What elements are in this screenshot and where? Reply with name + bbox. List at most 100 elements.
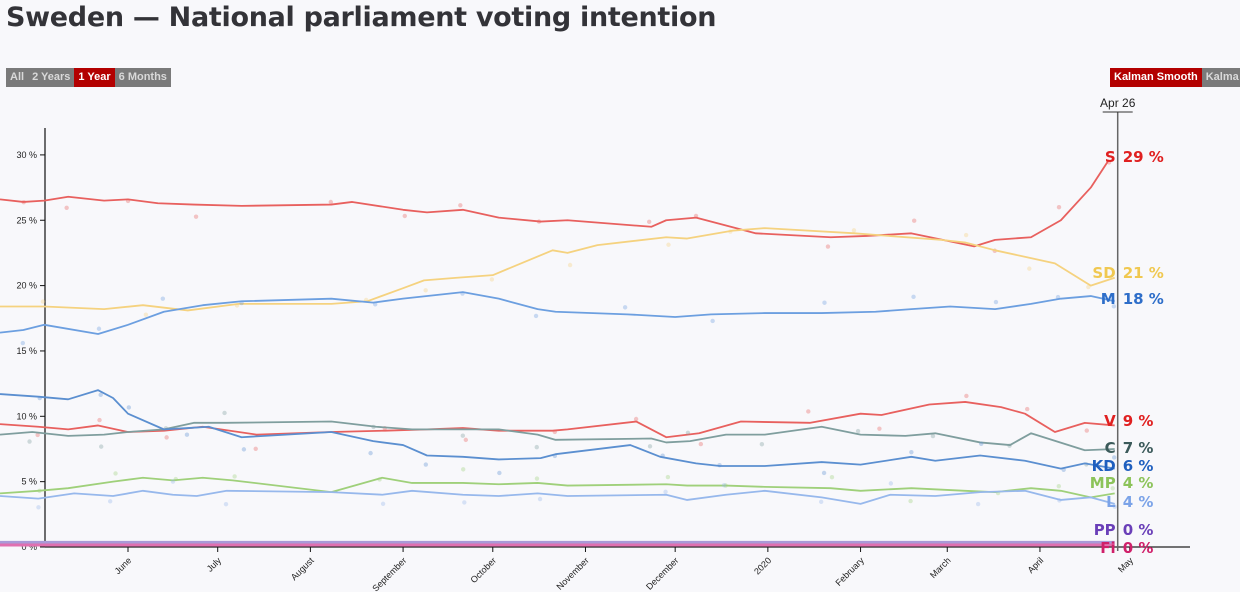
end-label-party-s: S: [1105, 148, 1116, 166]
poll-point-sd: [423, 288, 428, 293]
poll-point-l: [663, 489, 668, 495]
poll-point-c: [534, 444, 539, 450]
poll-point-l: [107, 499, 113, 504]
poll-point-s: [402, 213, 407, 219]
range-all-button[interactable]: All: [10, 71, 25, 83]
poll-point-m: [160, 296, 166, 301]
y-tick-label: 5 %: [21, 477, 37, 487]
poll-point-mp: [665, 474, 671, 480]
y-tick-label: 15 %: [16, 346, 37, 356]
poll-point-sd: [567, 262, 573, 268]
x-tick-label: July: [205, 555, 224, 574]
kalman-filter-button[interactable]: Kalma: [1201, 68, 1240, 87]
poll-point-kd: [909, 449, 914, 455]
poll-point-mp: [113, 471, 118, 476]
poll-point-s: [825, 244, 831, 249]
poll-point-m: [1111, 304, 1117, 309]
series-line-sd[interactable]: [0, 227, 1115, 312]
poll-point-s: [646, 219, 652, 225]
range-1-year-button[interactable]: 1 Year: [74, 68, 115, 87]
poll-point-c: [99, 444, 104, 449]
poll-point-kd: [423, 462, 429, 467]
x-tick-label: 2020: [752, 555, 773, 576]
poll-point-kd: [241, 447, 247, 452]
kalman-smooth-button[interactable]: Kalman Smooth: [1110, 68, 1202, 87]
poll-point-v: [164, 435, 169, 440]
poll-point-s: [458, 203, 463, 208]
cursor-date-label: Apr 26: [1100, 96, 1136, 110]
poll-point-v: [877, 426, 882, 431]
poll-point-c: [685, 430, 691, 435]
poll-point-c: [759, 442, 765, 447]
end-label-value-v: 9 %: [1123, 412, 1154, 430]
x-tick-label: December: [644, 555, 680, 591]
series-line-v[interactable]: [0, 401, 1115, 439]
end-label-value-fi: 0 %: [1123, 539, 1154, 557]
poll-point-v: [1025, 406, 1030, 412]
y-tick-label: 30 %: [16, 150, 37, 160]
poll-point-v: [806, 409, 811, 414]
poll-point-l: [721, 483, 727, 488]
poll-point-m: [710, 318, 715, 324]
poll-point-l: [380, 501, 386, 507]
poll-point-sd: [143, 312, 149, 317]
poll-point-mp: [461, 467, 466, 472]
poll-point-sd: [489, 277, 495, 282]
poll-point-v: [964, 393, 969, 399]
end-label-value-pp: 0 %: [1123, 521, 1154, 539]
range-2-years-button[interactable]: 2 Years: [32, 71, 71, 83]
end-label-party-sd: SD: [1092, 264, 1115, 282]
smoothing-selector: Kalman Smooth Kalma: [1110, 68, 1240, 87]
poll-point-s: [193, 214, 199, 219]
poll-point-s: [911, 218, 917, 223]
end-label-party-kd: KD: [1092, 457, 1116, 475]
poll-point-l: [975, 501, 981, 507]
poll-point-kd: [126, 405, 132, 410]
poll-point-l: [888, 481, 894, 486]
x-axis: June July August September October November De…: [45, 546, 1190, 592]
poll-point-m: [822, 300, 827, 305]
poll-point-m: [911, 294, 916, 300]
poll-point-v: [97, 417, 102, 423]
x-tick-label: August: [289, 555, 316, 582]
poll-point-sd: [40, 299, 46, 304]
poll-point-l: [223, 501, 229, 507]
series-line-kd[interactable]: [0, 389, 1115, 470]
poll-point-c: [27, 439, 32, 444]
poll-point-kd: [98, 392, 103, 398]
poll-point-sd: [666, 242, 671, 247]
poll-point-kd: [497, 470, 502, 476]
poll-point-v: [633, 416, 639, 422]
poll-point-v: [463, 437, 469, 443]
series-line-s[interactable]: [0, 159, 1110, 248]
x-tick-label: June: [113, 555, 134, 576]
poll-point-kd: [1111, 455, 1117, 460]
x-tick-label: September: [370, 555, 408, 592]
poll-point-m: [993, 299, 999, 305]
end-label-party-mp: MP: [1090, 474, 1116, 492]
poll-point-v: [253, 446, 258, 451]
poll-point-mp: [829, 474, 835, 480]
end-label-party-fi: Fi: [1100, 539, 1115, 557]
end-label-value-c: 7 %: [1123, 439, 1154, 457]
series-line-c[interactable]: [0, 420, 1115, 452]
end-label-value-s: 29 %: [1123, 148, 1164, 166]
end-label-party-v: V: [1104, 412, 1116, 430]
poll-point-kd: [368, 450, 373, 456]
series-line-l[interactable]: [0, 489, 1115, 505]
poll-point-sd: [963, 232, 969, 238]
x-tick-label: November: [554, 555, 590, 591]
end-label-value-kd: 6 %: [1123, 457, 1154, 475]
x-tick-label: April: [1026, 555, 1046, 575]
poll-point-mp: [908, 498, 913, 504]
series-line-m[interactable]: [0, 291, 1115, 335]
poll-point-l: [462, 500, 467, 505]
poll-point-c: [855, 428, 861, 434]
poll-point-m: [533, 313, 539, 319]
range-6-months-button[interactable]: 6 Months: [118, 71, 167, 83]
poll-point-s: [1056, 204, 1062, 210]
poll-point-c: [647, 444, 653, 449]
end-label-value-m: 18 %: [1123, 290, 1164, 308]
end-label-party-m: M: [1101, 290, 1116, 308]
